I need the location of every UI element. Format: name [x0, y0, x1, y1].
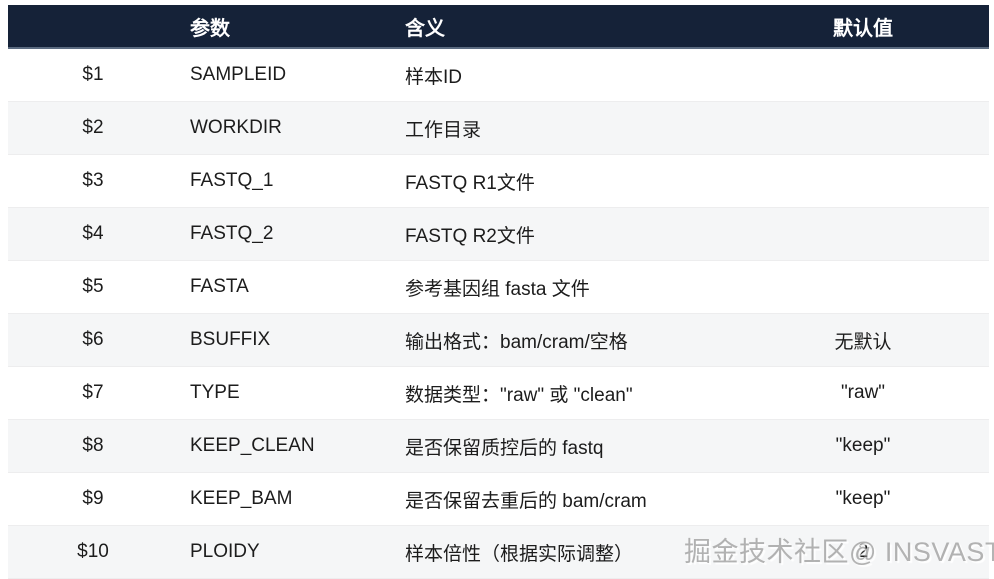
cell-num: $4: [82, 223, 104, 244]
table-row: $9 KEEP_BAM 是否保留去重后的 bam/cram "keep": [8, 473, 989, 526]
cell-meaning: 输出格式：bam/cram/空格: [405, 331, 628, 353]
cell-meaning: 参考基因组 fasta 文件: [405, 278, 590, 300]
cell-num: $7: [82, 382, 104, 403]
table-row: $4 FASTQ_2 FASTQ R2文件: [8, 208, 989, 261]
cell-param: SAMPLEID: [190, 64, 287, 85]
cell-default: "keep": [835, 435, 891, 456]
table-row: $10 PLOIDY 样本倍性（根据实际调整） 2: [8, 526, 989, 579]
cell-param: FASTA: [190, 276, 249, 297]
cell-meaning: 是否保留质控后的 fastq: [405, 437, 604, 459]
cell-num: $5: [82, 276, 104, 297]
cell-param: BSUFFIX: [190, 329, 271, 350]
header-meaning: 含义: [405, 17, 445, 40]
cell-meaning: 是否保留去重后的 bam/cram: [405, 490, 647, 512]
cell-meaning: 样本倍性（根据实际调整）: [405, 543, 634, 565]
cell-param: FASTQ_1: [190, 170, 274, 191]
cell-meaning: FASTQ R2文件: [405, 225, 535, 247]
cell-num: $1: [82, 64, 104, 85]
table-row: $5 FASTA 参考基因组 fasta 文件: [8, 261, 989, 314]
header-param: 参数: [190, 17, 230, 40]
table-row: $6 BSUFFIX 输出格式：bam/cram/空格 无默认: [8, 314, 989, 367]
table-row: $1 SAMPLEID 样本ID: [8, 49, 989, 102]
cell-default: "keep": [835, 488, 891, 509]
table-row: $7 TYPE 数据类型："raw" 或 "clean" "raw": [8, 367, 989, 420]
cell-num: $9: [82, 488, 104, 509]
cell-num: $6: [82, 329, 104, 350]
table-header-row: 参数 含义 默认值: [8, 5, 989, 49]
cell-num: $2: [82, 117, 104, 138]
cell-meaning: 样本ID: [405, 66, 463, 88]
cell-default: "raw": [840, 382, 886, 403]
cell-param: PLOIDY: [190, 541, 260, 562]
table-body: $1 SAMPLEID 样本ID $2 WORKDIR 工作目录 $3 FAST…: [8, 49, 989, 579]
cell-meaning: 数据类型："raw" 或 "clean": [405, 384, 633, 406]
header-default: 默认值: [833, 17, 893, 40]
cell-param: KEEP_CLEAN: [190, 435, 315, 456]
cell-default: 2: [857, 541, 869, 562]
table-row: $2 WORKDIR 工作目录: [8, 102, 989, 155]
cell-param: WORKDIR: [190, 117, 282, 138]
cell-param: TYPE: [190, 382, 240, 403]
cell-meaning: 工作目录: [405, 119, 482, 141]
cell-param: KEEP_BAM: [190, 488, 293, 509]
table-row: $8 KEEP_CLEAN 是否保留质控后的 fastq "keep": [8, 420, 989, 473]
cell-param: FASTQ_2: [190, 223, 274, 244]
cell-num: $8: [82, 435, 104, 456]
table-row: $3 FASTQ_1 FASTQ R1文件: [8, 155, 989, 208]
cell-num: $10: [77, 541, 109, 562]
cell-meaning: FASTQ R1文件: [405, 172, 535, 194]
cell-default: 无默认: [834, 331, 892, 353]
parameter-table: 参数 含义 默认值 $1 SAMPLEID 样本ID $2 WORKDIR 工作…: [8, 5, 989, 579]
cell-num: $3: [82, 170, 104, 191]
